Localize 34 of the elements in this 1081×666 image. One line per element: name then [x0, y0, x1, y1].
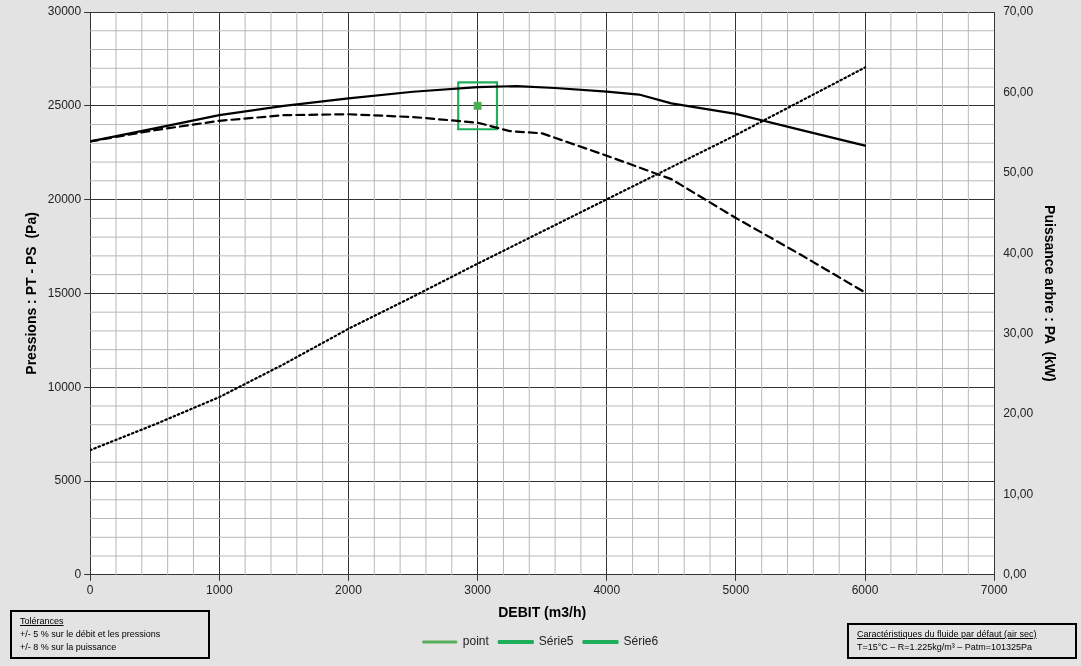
y-tick-label: 30000 — [47, 4, 82, 19]
y2-tick-label: 0,00 — [1003, 567, 1027, 582]
y2-axis-title: Puissance arbre : PA (kW) — [1041, 205, 1058, 382]
y2-tick-label: 50,00 — [1003, 165, 1034, 180]
x-tick-label: 7000 — [980, 583, 1008, 598]
y-tick-label: 15000 — [47, 285, 82, 300]
y2-tick-label: 40,00 — [1003, 245, 1034, 260]
text: +/- 5 % sur le débit et les pressions — [20, 628, 162, 641]
x-axis-title: DEBIT (m3/h) — [498, 604, 587, 621]
y-tick-label: 25000 — [47, 98, 82, 113]
y2-tick-label: 20,00 — [1003, 406, 1034, 421]
legend-label: point — [462, 634, 490, 649]
y-tick-label: 5000 — [54, 473, 82, 488]
legend-label: Série5 — [538, 634, 574, 649]
y-tick-label: 0 — [74, 567, 82, 582]
x-tick-label: 1000 — [205, 583, 233, 598]
text: +/- 8 % sur la puissance — [20, 641, 118, 654]
x-tick-label: 6000 — [851, 583, 879, 598]
x-tick-label: 2000 — [335, 583, 363, 598]
text: Caractéristiques du fluide par défaut (air sec) — [857, 628, 1038, 641]
x-tick-label: 3000 — [464, 583, 492, 598]
legend-label: Série6 — [623, 634, 659, 649]
text: Tolérances — [20, 615, 65, 628]
y2-tick-label: 30,00 — [1003, 325, 1034, 340]
text: T=15°C – R=1.225kg/m³ – Patm=101325Pa — [857, 641, 1033, 654]
y-axis-title: Pressions : PT - PS (Pa) — [23, 212, 40, 375]
y2-tick-label: 70,00 — [1003, 4, 1034, 19]
x-tick-label: 5000 — [722, 583, 750, 598]
x-tick-label: 0 — [86, 583, 94, 598]
y-tick-label: 10000 — [47, 379, 82, 394]
x-tick-label: 4000 — [593, 583, 621, 598]
y-tick-label: 20000 — [47, 191, 82, 206]
y2-tick-label: 60,00 — [1003, 84, 1034, 99]
y2-tick-label: 10,00 — [1003, 486, 1034, 501]
